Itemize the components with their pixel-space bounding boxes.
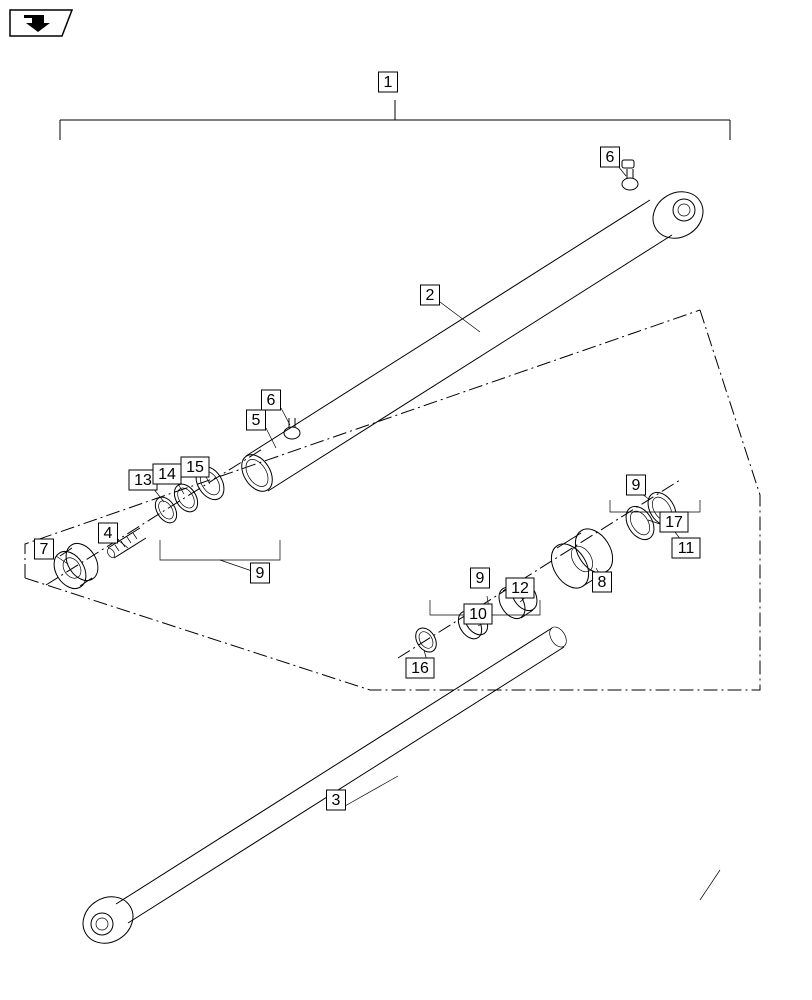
svg-text:1: 1 [384,74,393,91]
svg-text:3: 3 [332,792,341,809]
svg-text:5: 5 [252,412,261,429]
part-rod [74,624,569,952]
svg-text:11: 11 [678,540,695,557]
assembly-bracket [60,100,730,140]
svg-text:6: 6 [267,392,276,409]
callout-11: 11 [672,538,700,558]
part-gland-group [411,487,681,655]
svg-text:12: 12 [511,580,529,597]
callout-4: 4 [99,523,118,543]
callout-6: 6 [262,390,281,410]
part-barrel [235,160,711,497]
svg-text:6: 6 [606,149,615,166]
callout-15: 15 [181,457,209,477]
svg-text:10: 10 [469,606,487,623]
callout-8: 8 [593,572,612,592]
svg-text:14: 14 [158,466,176,483]
svg-text:4: 4 [104,525,113,542]
callout-10: 10 [464,604,492,624]
svg-text:9: 9 [256,565,265,582]
callout-9a: 9 [251,563,270,583]
svg-text:15: 15 [186,459,204,476]
svg-text:9: 9 [632,477,641,494]
callout-labels: 1234566789991011121314151617 [35,72,701,810]
svg-text:17: 17 [665,514,683,531]
callout-5: 5 [247,410,266,430]
callout-7: 7 [35,539,54,559]
callout-9b: 9 [471,568,490,588]
svg-text:8: 8 [598,574,607,591]
svg-text:2: 2 [426,287,435,304]
callout-2: 2 [421,285,440,305]
callout-1: 1 [379,72,398,92]
callout-12: 12 [506,578,534,598]
svg-text:7: 7 [40,541,49,558]
callout-9c: 9 [627,475,646,495]
callout-3: 3 [327,790,346,810]
svg-text:16: 16 [411,660,429,677]
logo-icon [10,10,72,36]
callout-14: 14 [153,464,181,484]
callout-6b: 6 [601,147,620,167]
callout-17: 17 [660,512,688,532]
callout-16: 16 [406,658,434,678]
svg-text:13: 13 [134,472,152,489]
svg-text:9: 9 [476,570,485,587]
